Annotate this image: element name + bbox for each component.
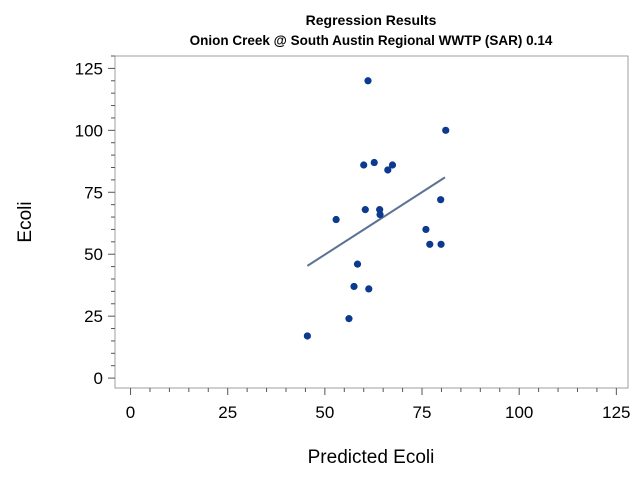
scatter-point	[345, 315, 353, 323]
x-axis-label: Predicted Ecoli	[308, 447, 435, 468]
chart-subtitle: Onion Creek @ South Austin Regional WWTP…	[190, 33, 553, 48]
scatter-point	[437, 240, 445, 248]
y-tick-label: 125	[75, 59, 103, 78]
x-tick-label: 25	[218, 403, 237, 422]
scatter-point	[353, 260, 362, 268]
scatter-point	[384, 166, 392, 174]
y-tick-label: 75	[84, 183, 103, 202]
scatter-point	[365, 285, 373, 293]
x-tick-label: 125	[602, 403, 630, 422]
x-axis: 0 25 50 75 100 125	[126, 388, 631, 422]
regression-fit-line	[306, 176, 446, 267]
y-tick-label: 0	[94, 369, 103, 388]
y-tick-label: 25	[84, 307, 103, 326]
scatter-point	[437, 196, 445, 204]
plot-area-frame	[114, 55, 629, 389]
scatter-point	[426, 240, 434, 248]
x-tick-label: 100	[505, 403, 533, 422]
y-tick-label: 50	[84, 245, 103, 264]
chart-title: Regression Results	[306, 12, 437, 28]
scatter-points	[303, 77, 450, 340]
scatter-point	[388, 161, 397, 169]
y-axis-label: Ecoli	[15, 201, 36, 242]
y-tick-label: 100	[75, 121, 103, 140]
regression-fit-line-group	[306, 176, 446, 267]
x-tick-label: 0	[126, 403, 135, 422]
scatter-point	[422, 225, 430, 234]
scatter-point	[370, 158, 378, 167]
x-tick-label: 75	[413, 403, 432, 422]
scatter-point	[332, 215, 340, 224]
scatter-point	[303, 332, 311, 340]
x-tick-label: 50	[315, 403, 334, 422]
scatter-point	[360, 161, 368, 169]
scatter-point	[361, 206, 369, 214]
scatter-point	[442, 126, 450, 134]
scatter-point	[350, 282, 358, 291]
scatter-point	[364, 77, 372, 85]
scatter-point	[376, 210, 384, 219]
y-axis: 0 25 50 75 100 125	[75, 55, 115, 388]
